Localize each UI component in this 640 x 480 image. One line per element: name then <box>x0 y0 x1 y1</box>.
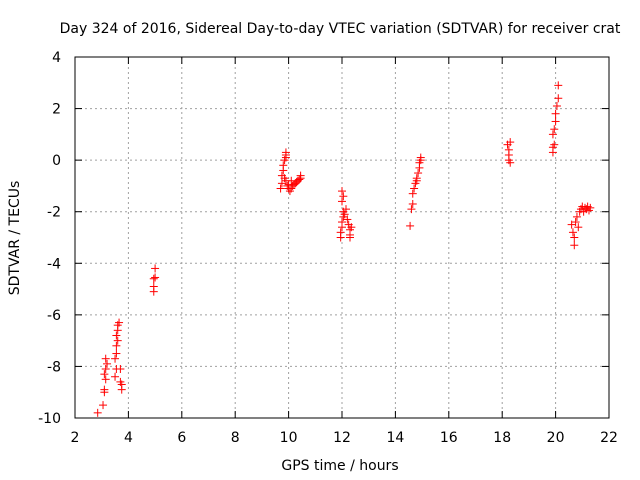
y-tick-label: 2 <box>52 102 61 118</box>
data-point <box>113 336 122 345</box>
x-axis-label: GPS time / hours <box>281 458 398 474</box>
data-point <box>567 220 576 229</box>
data-point <box>568 228 577 237</box>
data-point <box>338 187 346 196</box>
data-point <box>574 223 583 232</box>
data-point <box>550 125 559 134</box>
data-point <box>551 117 560 126</box>
y-tick-label: 4 <box>52 50 61 66</box>
data-point <box>338 218 346 227</box>
y-tick-label: -6 <box>47 308 61 324</box>
data-point <box>414 169 423 178</box>
x-tick-labels: 2 4 6 8 10 12 14 16 18 20 22 <box>71 430 618 446</box>
x-tick-label: 20 <box>547 430 565 446</box>
data-point <box>112 331 121 340</box>
data-point <box>112 349 121 358</box>
data-point <box>343 215 352 224</box>
data-point <box>339 192 348 201</box>
data-point <box>408 199 417 208</box>
data-point <box>410 184 419 193</box>
x-tick-label: 14 <box>386 430 404 446</box>
x-tick-label: 22 <box>600 430 618 446</box>
data-point <box>99 401 108 410</box>
chart-title: Day 324 of 2016, Sidereal Day-to-day VTE… <box>60 21 621 37</box>
data-point <box>100 370 109 379</box>
data-point <box>570 233 579 242</box>
data-point <box>340 210 349 219</box>
data-point <box>416 156 425 165</box>
x-tick-label: 18 <box>493 430 511 446</box>
y-tick-label: 0 <box>52 153 61 169</box>
data-point <box>101 375 110 384</box>
data-point <box>548 130 557 139</box>
data-point <box>336 228 345 237</box>
x-tick-label: 10 <box>280 430 298 446</box>
data-point <box>342 205 351 214</box>
data-point <box>117 385 126 394</box>
data-point <box>296 171 305 180</box>
data-point <box>504 156 513 165</box>
x-tick-label: 12 <box>333 430 351 446</box>
data-point <box>586 203 595 212</box>
data-point <box>276 184 285 193</box>
data-point <box>111 354 120 363</box>
data-point <box>551 109 560 118</box>
data-point <box>347 223 356 232</box>
data-point <box>93 408 102 417</box>
data-point <box>277 179 286 188</box>
data-point <box>151 273 160 282</box>
axis-ticks <box>74 56 610 419</box>
data-point <box>571 218 580 227</box>
data-point <box>115 318 124 327</box>
x-tick-label: 4 <box>124 430 133 446</box>
data-point <box>295 175 304 184</box>
y-tick-label: -8 <box>47 359 61 375</box>
data-points <box>93 81 595 417</box>
data-point <box>572 212 581 221</box>
x-tick-label: 2 <box>71 430 80 446</box>
data-point <box>101 354 110 363</box>
y-tick-label: -10 <box>38 411 61 427</box>
data-point <box>101 365 110 374</box>
y-tick-labels: -10 -8 -6 -4 -2 0 2 4 <box>38 50 61 427</box>
x-tick-label: 16 <box>440 430 458 446</box>
x-tick-label: 6 <box>177 430 186 446</box>
y-tick-label: -4 <box>47 256 61 272</box>
data-point <box>100 385 109 394</box>
data-point <box>112 341 121 350</box>
data-point <box>407 205 416 214</box>
data-point <box>338 197 346 206</box>
data-point <box>550 140 559 149</box>
data-point <box>287 176 296 185</box>
data-point <box>548 148 557 157</box>
data-point <box>412 176 421 185</box>
data-point <box>506 138 515 147</box>
y-tick-label: -2 <box>47 205 61 221</box>
data-point <box>554 81 563 90</box>
data-point <box>570 241 579 250</box>
data-point <box>149 282 158 291</box>
y-axis-label: SDTVAR / TECUs <box>7 181 23 296</box>
data-point <box>554 94 563 103</box>
data-point <box>279 161 288 170</box>
data-point <box>111 372 120 381</box>
data-point <box>281 148 290 157</box>
data-point <box>116 365 125 374</box>
data-point <box>151 264 160 273</box>
data-point <box>346 233 355 242</box>
data-point <box>552 101 561 110</box>
data-point <box>408 189 417 198</box>
x-tick-label: 8 <box>231 430 240 446</box>
data-point <box>149 274 158 283</box>
data-point <box>103 359 112 368</box>
data-point <box>406 221 415 230</box>
